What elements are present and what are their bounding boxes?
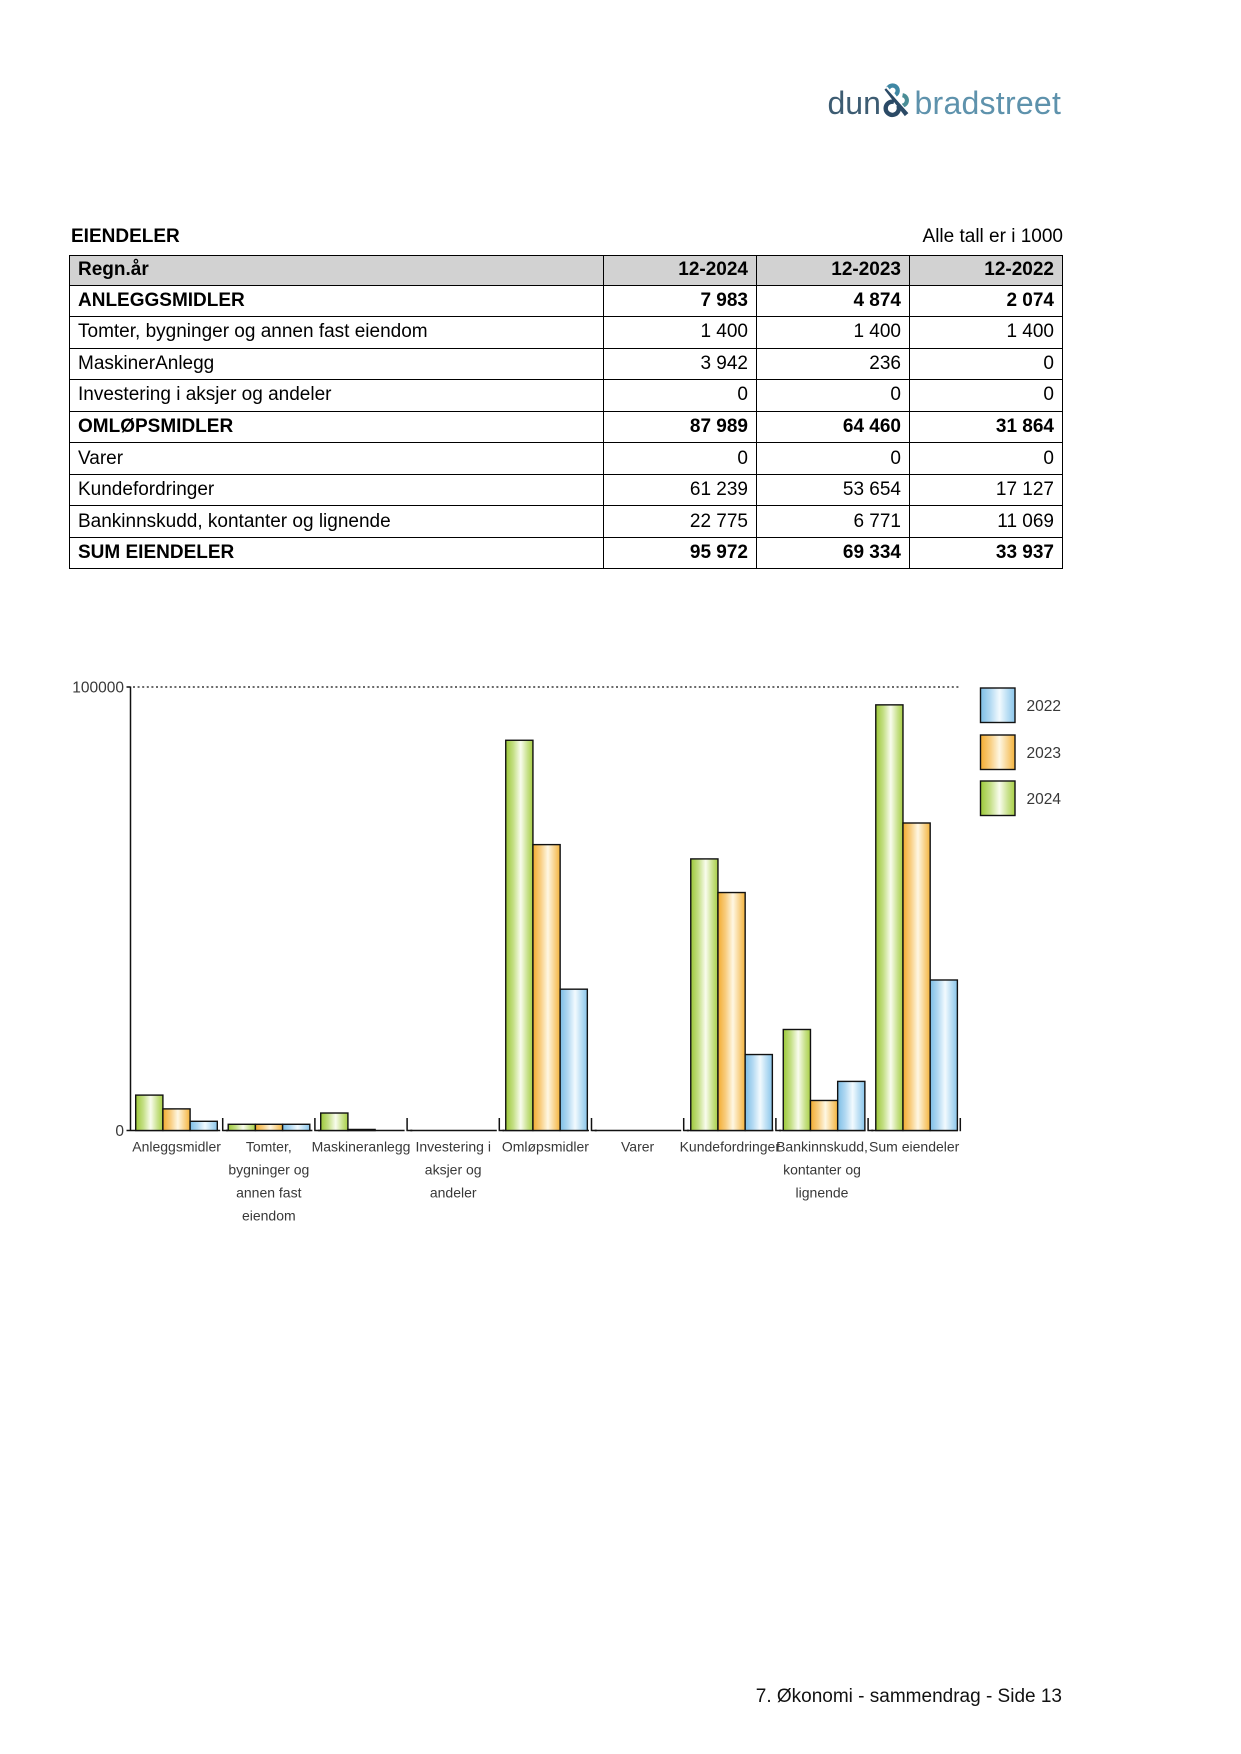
svg-text:Omløpsmidler: Omløpsmidler [502, 1138, 589, 1154]
svg-text:lignende: lignende [796, 1184, 849, 1200]
svg-text:aksjer og: aksjer og [425, 1161, 482, 1177]
svg-text:Maskineranlegg: Maskineranlegg [312, 1138, 411, 1154]
svg-text:2024: 2024 [1027, 791, 1062, 808]
svg-text:Tomter,: Tomter, [246, 1138, 292, 1154]
svg-text:bygninger og: bygninger og [228, 1161, 309, 1177]
svg-text:Bankinnskudd,: Bankinnskudd, [776, 1138, 868, 1154]
svg-text:0: 0 [115, 1123, 124, 1140]
svg-text:kontanter og: kontanter og [783, 1161, 861, 1177]
svg-text:Anleggsmidler: Anleggsmidler [132, 1138, 221, 1154]
svg-text:100000: 100000 [72, 680, 124, 697]
svg-text:2023: 2023 [1027, 745, 1061, 762]
svg-text:andeler: andeler [430, 1184, 477, 1200]
svg-text:Kundefordringer: Kundefordringer [680, 1138, 781, 1154]
svg-text:Investering i: Investering i [415, 1138, 490, 1154]
svg-text:eiendom: eiendom [242, 1207, 296, 1223]
svg-text:Sum eiendeler: Sum eiendeler [869, 1138, 960, 1154]
svg-text:Varer: Varer [621, 1138, 655, 1154]
svg-text:2022: 2022 [1027, 698, 1061, 715]
svg-text:annen fast: annen fast [236, 1184, 301, 1200]
